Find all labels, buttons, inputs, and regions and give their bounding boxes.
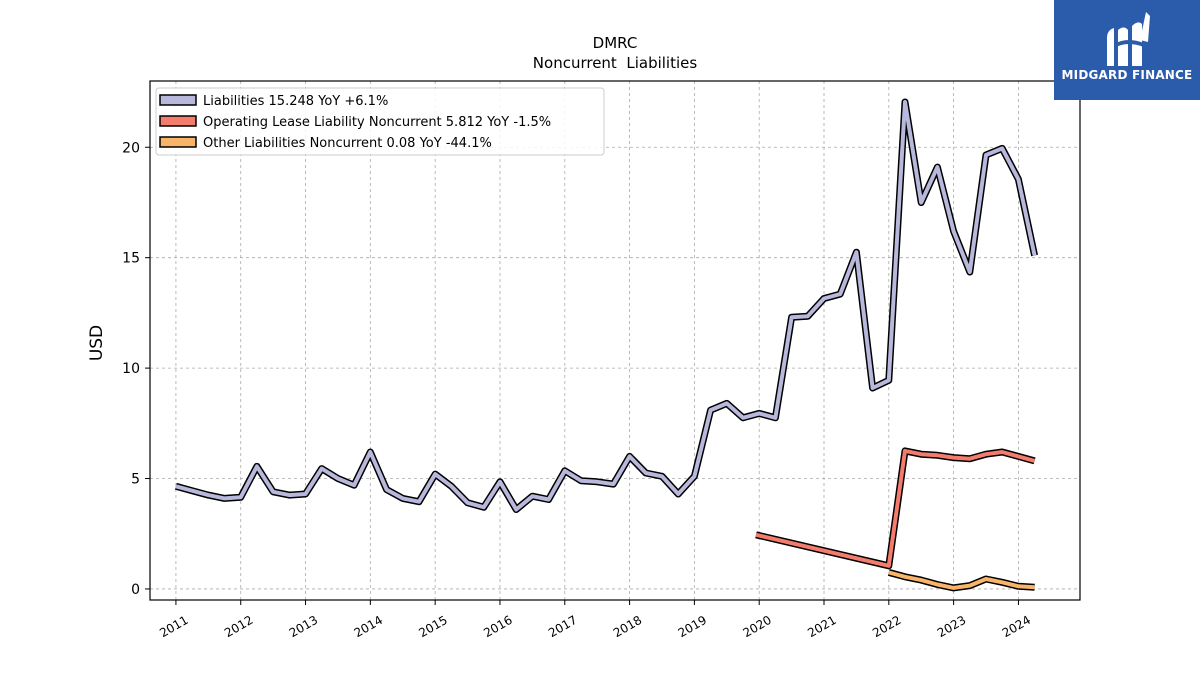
- x-tick-label: 2011: [157, 613, 190, 640]
- x-tick-label: 2014: [352, 613, 385, 640]
- x-tick-label: 2015: [416, 613, 449, 640]
- series-line: [175, 100, 1037, 512]
- x-tick-label: 2021: [805, 613, 838, 640]
- x-tick-label: 2023: [935, 613, 968, 640]
- x-tick-label: 2013: [287, 613, 320, 640]
- y-tick-label: 15: [122, 251, 140, 267]
- logo-badge: MIDGARD FINANCE: [1054, 0, 1200, 100]
- y-tick-label: 10: [122, 361, 140, 377]
- y-tick-label: 0: [131, 582, 140, 598]
- x-tick-label: 2019: [676, 613, 709, 640]
- grid-lines: [150, 81, 1080, 600]
- legend-label: Operating Lease Liability Noncurrent 5.8…: [203, 115, 551, 130]
- legend-swatch: [159, 115, 197, 127]
- series-line: [888, 570, 1035, 590]
- series-line: [755, 448, 1036, 568]
- logo-text: MIDGARD FINANCE: [1061, 68, 1193, 82]
- y-axis-label: USD: [87, 325, 107, 361]
- x-tick-label: 2018: [611, 613, 644, 640]
- x-tick-label: 2022: [870, 613, 903, 640]
- legend-label: Other Liabilities Noncurrent 0.08 YoY -4…: [203, 136, 492, 151]
- x-tick-label: 2020: [740, 613, 773, 640]
- plot-frame: [149, 80, 1081, 601]
- legend: Liabilities 15.248 YoY +6.1% Operating Le…: [155, 87, 605, 156]
- chart-title: DMRC: [593, 34, 638, 52]
- legend-label: Liabilities 15.248 YoY +6.1%: [203, 94, 388, 109]
- x-tick-label: 2012: [222, 613, 255, 640]
- y-tick-label: 20: [122, 140, 140, 156]
- x-tick-label: 2017: [546, 613, 579, 640]
- series-lines: [174, 98, 1039, 592]
- x-tick-label: 2016: [481, 613, 514, 640]
- legend-swatch: [159, 94, 197, 106]
- legend-swatch: [159, 136, 197, 148]
- x-tick-label: 2024: [1000, 613, 1033, 640]
- y-tick-label: 5: [131, 472, 140, 488]
- midgard-logo-icon: [1107, 12, 1150, 66]
- chart-subtitle: Noncurrent Liabilities: [533, 54, 698, 72]
- legend-box: [155, 87, 605, 156]
